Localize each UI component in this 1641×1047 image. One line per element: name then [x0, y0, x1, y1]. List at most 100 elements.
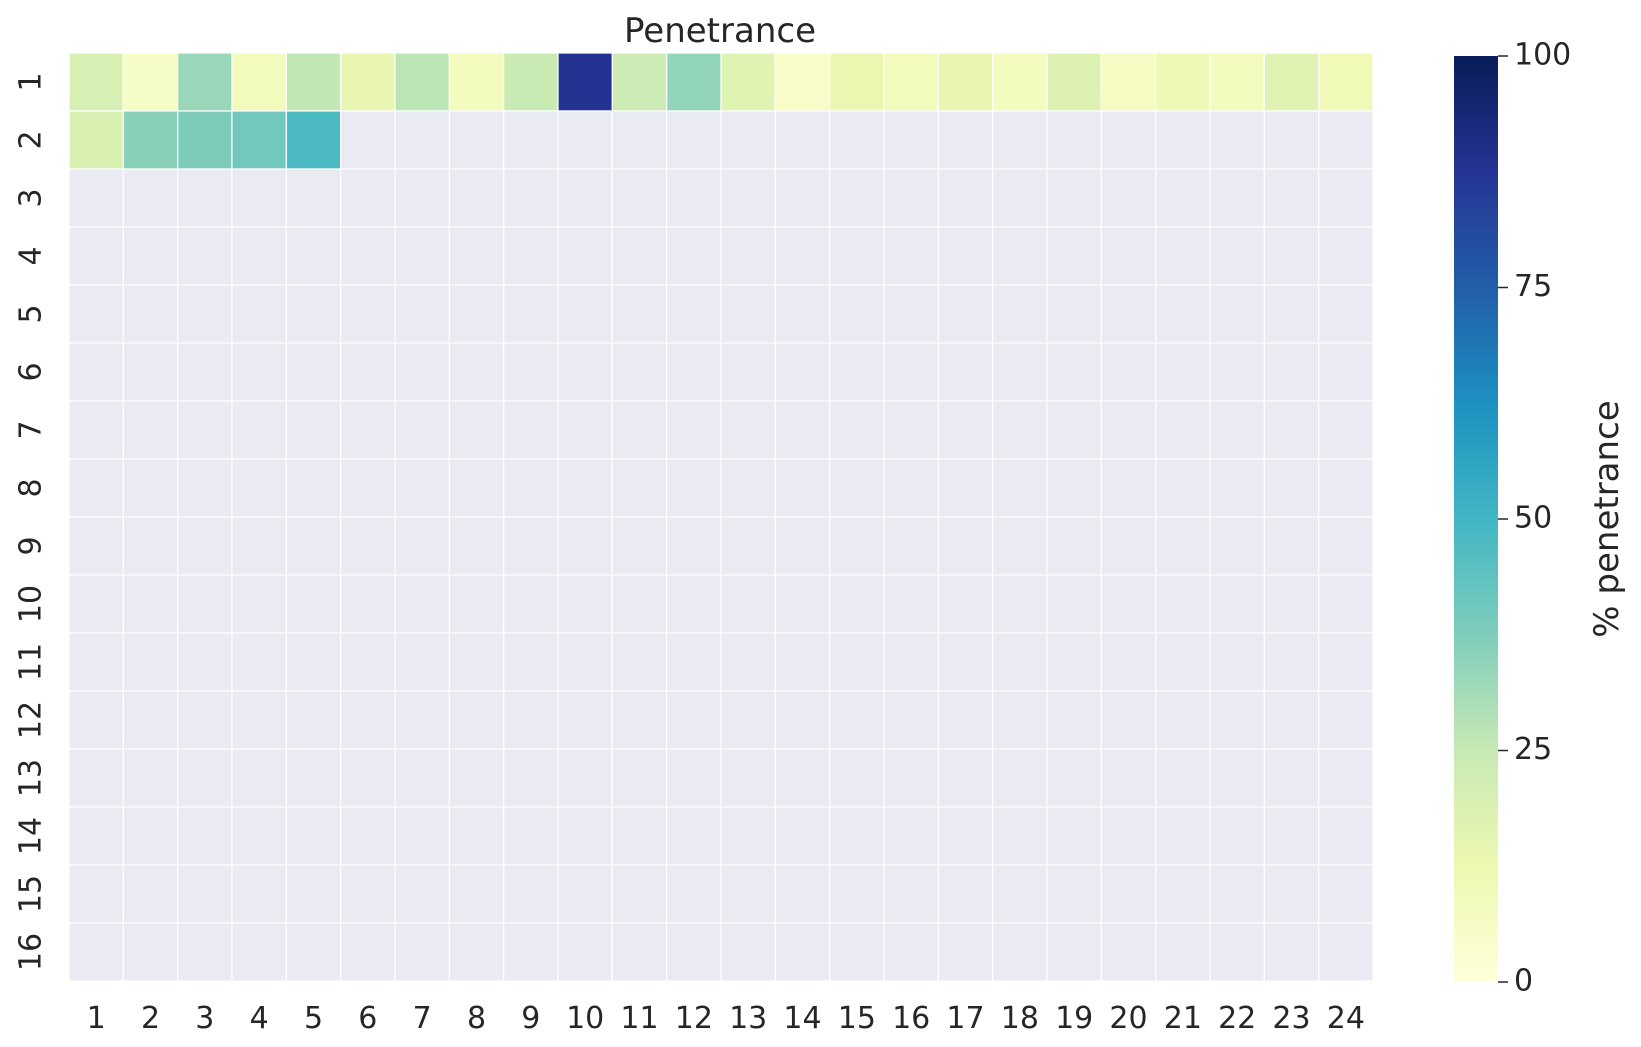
heatmap-cell: [340, 52, 396, 112]
heatmap-cell: [1209, 748, 1265, 808]
x-tick-label: 3: [195, 1001, 214, 1036]
heatmap-cell: [340, 168, 396, 228]
heatmap-cell: [829, 226, 885, 286]
heatmap-cell: [177, 922, 233, 982]
heatmap-cell: [557, 342, 613, 402]
heatmap-cell: [883, 458, 939, 518]
heatmap-cell: [557, 168, 613, 228]
heatmap-cell: [285, 400, 342, 460]
heatmap-cell: [394, 632, 450, 692]
heatmap-cell: [1155, 690, 1211, 750]
heatmap-cell: [68, 342, 124, 402]
heatmap-cell: [720, 690, 776, 750]
heatmap-cell: [611, 864, 668, 924]
heatmap-cell: [340, 690, 396, 750]
heatmap-cell: [122, 52, 179, 112]
heatmap-cell: [1155, 284, 1211, 344]
heatmap-cell: [829, 284, 885, 344]
heatmap-cell: [774, 806, 831, 866]
heatmap-cell: [448, 226, 505, 286]
heatmap-cell: [992, 574, 1048, 634]
heatmap-cell: [829, 690, 885, 750]
heatmap-cell: [285, 284, 342, 344]
heatmap-cell: [1046, 52, 1102, 112]
heatmap-cell: [611, 632, 668, 692]
heatmap-cell: [177, 284, 233, 344]
heatmap-cell: [1046, 806, 1102, 866]
heatmap-cell: [611, 400, 668, 460]
heatmap-cell: [1155, 400, 1211, 460]
heatmap-cell: [1318, 748, 1374, 808]
heatmap-cell: [720, 342, 776, 402]
heatmap-cell: [1100, 922, 1157, 982]
heatmap-cell: [1100, 516, 1157, 576]
heatmap-cell: [448, 110, 505, 170]
heatmap-cell: [937, 516, 994, 576]
heatmap-cell: [1209, 864, 1265, 924]
heatmap-cell: [68, 574, 124, 634]
heatmap-cell: [1209, 458, 1265, 518]
heatmap-cell: [829, 342, 885, 402]
heatmap-cell: [340, 458, 396, 518]
heatmap-cell: [720, 864, 776, 924]
heatmap-cell: [992, 748, 1048, 808]
y-tick-label: 5: [14, 304, 49, 323]
heatmap-cell: [177, 226, 233, 286]
heatmap-cell: [1046, 226, 1102, 286]
heatmap-cell: [177, 110, 233, 170]
heatmap-cell: [1318, 806, 1374, 866]
heatmap-cell: [231, 284, 287, 344]
y-tick-label: 12: [14, 701, 49, 739]
heatmap-cell: [285, 806, 342, 866]
heatmap-cell: [68, 516, 124, 576]
heatmap-cell: [1209, 516, 1265, 576]
heatmap-cell: [992, 168, 1048, 228]
heatmap-cell: [557, 52, 613, 112]
heatmap-cell: [68, 284, 124, 344]
heatmap-cell: [394, 342, 450, 402]
heatmap-cell: [1100, 110, 1157, 170]
y-tick-label: 15: [14, 875, 49, 913]
heatmap-cell: [1263, 516, 1320, 576]
heatmap-cell: [774, 342, 831, 402]
heatmap-cell: [720, 400, 776, 460]
heatmap-cell: [829, 458, 885, 518]
x-tick-label: 23: [1272, 1001, 1310, 1036]
heatmap-cell: [1263, 632, 1320, 692]
y-tick-label: 1: [14, 72, 49, 91]
x-tick-label: 2: [141, 1001, 160, 1036]
heatmap-cell: [666, 342, 722, 402]
heatmap-cell: [503, 632, 559, 692]
heatmap-cell: [883, 342, 939, 402]
x-tick-label: 17: [946, 1001, 984, 1036]
y-tick-label: 10: [14, 585, 49, 623]
heatmap-cell: [829, 748, 885, 808]
heatmap-cell: [122, 632, 179, 692]
heatmap-cell: [122, 922, 179, 982]
heatmap-cell: [1209, 574, 1265, 634]
heatmap-cell: [231, 922, 287, 982]
heatmap-cell: [1046, 690, 1102, 750]
heatmap-cell: [340, 574, 396, 634]
heatmap-cell: [992, 400, 1048, 460]
heatmap-cell: [611, 574, 668, 634]
heatmap-cell: [1100, 864, 1157, 924]
heatmap-cell: [503, 52, 559, 112]
heatmap-cell: [503, 168, 559, 228]
heatmap-cell: [883, 284, 939, 344]
heatmap-cell: [177, 690, 233, 750]
heatmap-cell: [122, 400, 179, 460]
colorbar-tick-label: 50: [1514, 501, 1552, 536]
heatmap-cell: [68, 748, 124, 808]
heatmap-cell: [774, 400, 831, 460]
heatmap-cell: [1209, 110, 1265, 170]
heatmap-cell: [394, 168, 450, 228]
heatmap-cell: [340, 516, 396, 576]
x-tick-label: 13: [729, 1001, 767, 1036]
heatmap-cell: [666, 52, 722, 112]
y-tick-label: 9: [14, 536, 49, 555]
heatmap-cell: [1046, 400, 1102, 460]
heatmap-cell: [122, 168, 179, 228]
colorbar-tick-label: 25: [1514, 732, 1552, 767]
heatmap-cell: [557, 806, 613, 866]
